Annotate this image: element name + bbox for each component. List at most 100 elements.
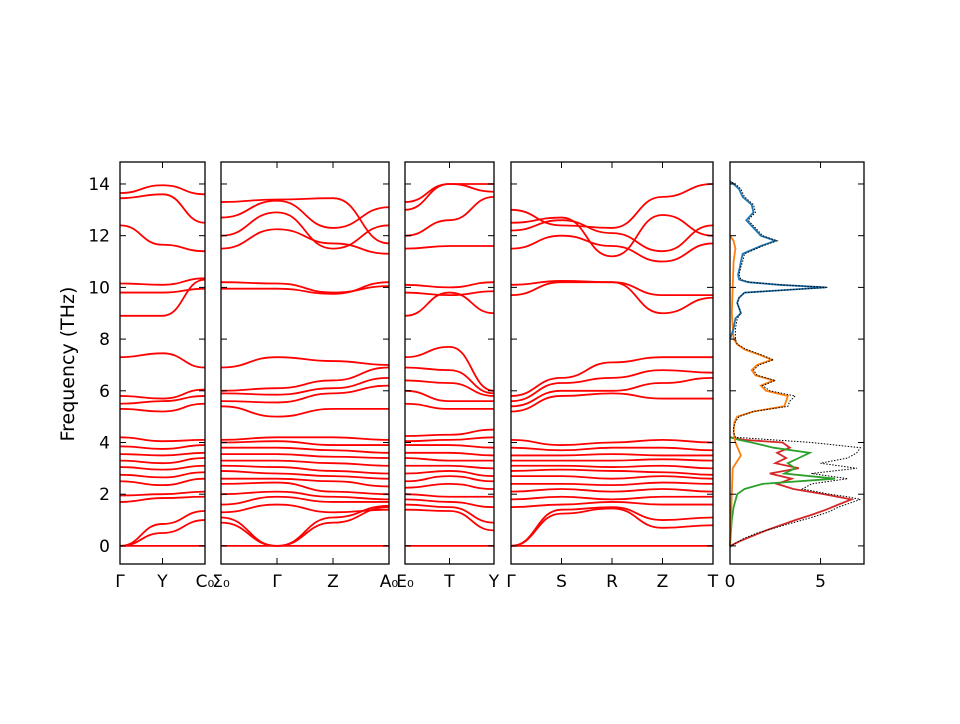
band-line-p3-5	[404, 493, 494, 498]
panel-frame-1	[119, 161, 206, 565]
band-line-p4-18	[510, 356, 713, 397]
kpoint-label-p1-3: C₀	[196, 572, 215, 592]
band-line-p1-14	[119, 395, 206, 405]
band-line-p4-12	[510, 453, 713, 457]
band-line-p1-11	[119, 444, 206, 450]
band-line-p3-18	[404, 366, 495, 395]
band-line-p1-4	[119, 495, 206, 503]
kpoint-label-p3-2: T	[443, 572, 455, 592]
band-line-p2-15	[220, 436, 390, 441]
band-line-p3-21	[404, 290, 495, 297]
band-line-p4-4	[510, 501, 713, 509]
dos-panel-frame	[729, 161, 865, 565]
band-line-p1-20	[119, 224, 206, 253]
band-line-p1-7	[119, 471, 206, 479]
band-line-p3-23	[404, 245, 494, 250]
band-line-p4-24	[510, 183, 714, 229]
kpoint-label-p4-5: T	[707, 572, 719, 592]
band-line-p3-24	[404, 196, 495, 237]
band-line-p4-13	[510, 446, 714, 452]
band-line-p3-25	[404, 183, 495, 211]
band-line-p1-15	[119, 388, 206, 400]
band-line-p2-10	[220, 464, 390, 475]
dos-partial-line-2	[729, 436, 836, 546]
band-line-p2-19	[220, 366, 390, 392]
band-line-p2-12	[221, 453, 390, 459]
y-axis-label: Frequency (THz)	[57, 287, 79, 442]
band-line-p4-2	[510, 507, 714, 547]
band-line-p2-1	[220, 506, 390, 547]
band-line-p2-22	[220, 281, 390, 294]
band-line-p2-2	[220, 504, 390, 547]
band-line-p1-6	[119, 477, 206, 487]
band-line-p2-24	[220, 211, 390, 250]
kpoint-label-p2-4: A₀	[380, 572, 399, 592]
band-line-p3-19	[404, 345, 495, 392]
band-line-p3-11	[404, 451, 495, 457]
dos-partial-line-1	[729, 436, 855, 547]
y-tick-label: 2	[99, 485, 110, 505]
kpoint-label-p4-4: Z	[657, 572, 669, 592]
band-line-p1-18	[120, 287, 206, 294]
band-line-p4-3	[510, 506, 714, 547]
panel-frame-2	[220, 161, 390, 565]
band-line-p3-12	[405, 444, 495, 449]
band-line-p2-7	[220, 481, 390, 496]
dos-partial-line-3	[729, 235, 790, 546]
dos-partial-line-4	[729, 180, 827, 340]
y-tick-label: 8	[99, 330, 110, 350]
band-line-p2-26	[220, 197, 390, 245]
band-line-p2-21	[220, 281, 390, 295]
kpoint-label-p3-3: Y	[488, 572, 500, 592]
kpoint-label-p4-2: S	[556, 572, 567, 592]
band-line-p2-5	[220, 495, 389, 506]
band-line-p4-10	[510, 464, 714, 470]
band-line-p3-26	[404, 183, 494, 203]
kpoint-label-p4-1: Γ	[506, 572, 516, 592]
kpoint-label-p3-1: E₀	[396, 572, 414, 592]
band-line-p1-10	[119, 451, 206, 457]
band-line-p4-16	[510, 376, 714, 408]
band-line-p1-21	[119, 193, 206, 224]
dos-x-tick-label: 0	[725, 572, 736, 592]
band-line-p2-4	[220, 503, 390, 514]
band-line-p4-5	[510, 495, 713, 501]
band-line-p3-13	[404, 436, 495, 443]
band-line-p3-4	[404, 498, 495, 509]
band-line-p4-19	[510, 281, 713, 297]
dos-total-line	[729, 180, 863, 548]
band-line-p4-6	[510, 488, 714, 493]
band-line-p1-12	[119, 436, 206, 443]
band-line-p4-14	[510, 439, 714, 446]
band-line-p2-23	[220, 228, 390, 255]
band-line-p4-22	[510, 219, 714, 253]
band-line-p3-14	[404, 428, 495, 437]
band-line-p2-20	[220, 356, 390, 369]
band-line-p2-17	[220, 384, 390, 404]
band-line-p4-21	[510, 234, 714, 263]
band-line-p3-7	[404, 475, 495, 483]
kpoint-label-p1-1: Γ	[115, 572, 125, 592]
kpoint-label-p2-3: Z	[327, 572, 339, 592]
band-line-p4-17	[510, 369, 714, 403]
band-line-p3-20	[404, 291, 495, 317]
band-line-p1-16	[119, 352, 206, 369]
band-line-p3-6	[404, 482, 495, 490]
band-line-p1-22	[119, 184, 206, 196]
band-line-p3-8	[404, 470, 495, 478]
kpoint-label-p4-3: R	[606, 572, 618, 592]
band-line-p1-19	[119, 277, 206, 286]
band-line-p1-2	[119, 519, 206, 547]
band-line-p2-18	[220, 376, 390, 396]
y-tick-label: 10	[88, 278, 110, 298]
band-line-p1-17	[120, 278, 206, 317]
kpoint-label-p1-2: Y	[156, 572, 168, 592]
band-line-p2-8	[221, 477, 390, 488]
kpoint-label-p2-2: Γ	[272, 572, 282, 592]
band-line-p3-9	[404, 464, 495, 470]
band-line-p4-23	[510, 214, 714, 258]
y-tick-label: 0	[99, 537, 110, 557]
band-line-p1-5	[119, 490, 206, 497]
band-line-p3-16	[404, 389, 494, 403]
band-line-p4-7	[511, 481, 714, 487]
